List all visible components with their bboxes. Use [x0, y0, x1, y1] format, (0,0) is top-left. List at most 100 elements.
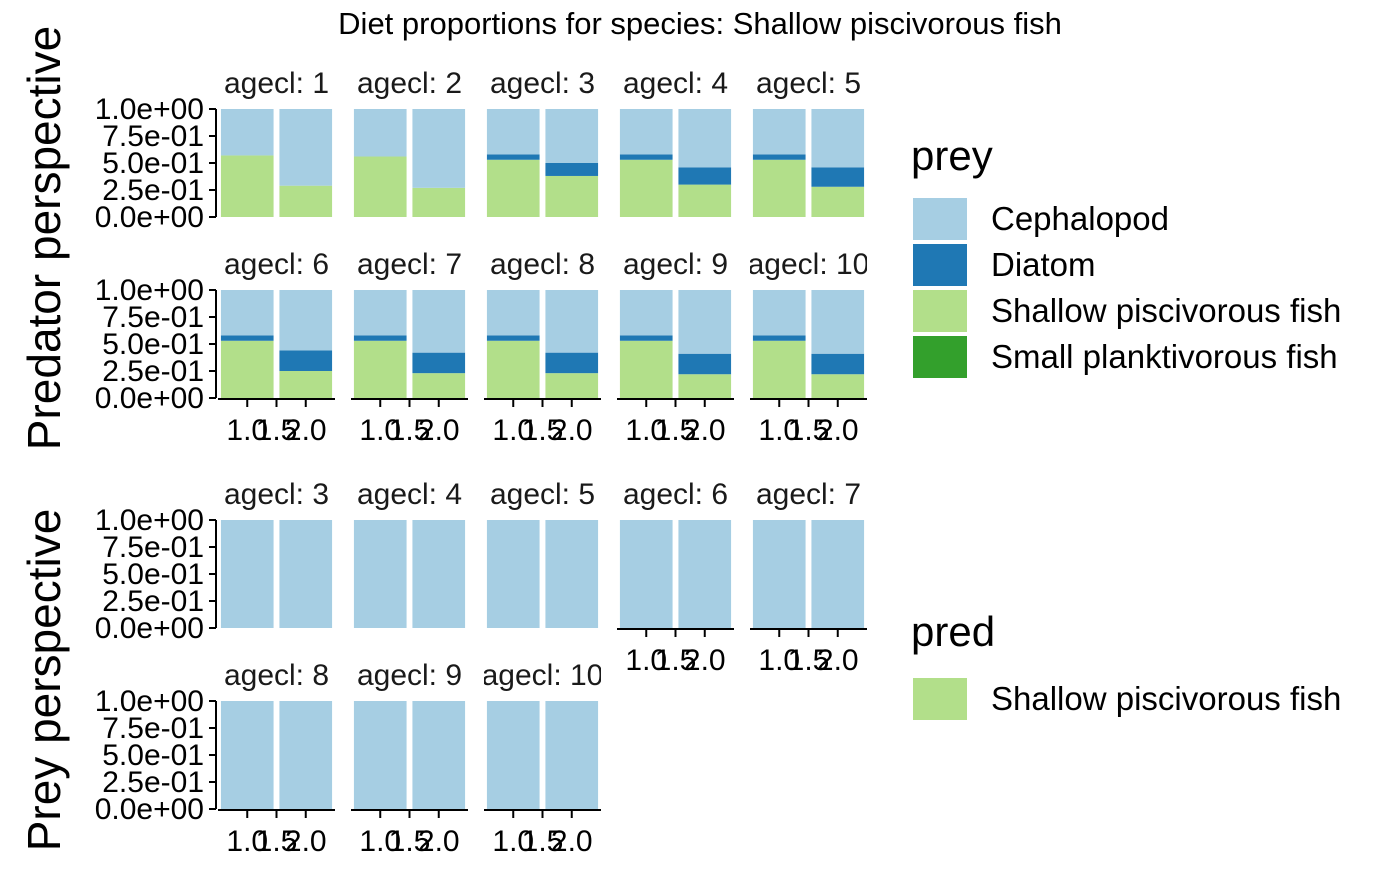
bar-segment	[811, 374, 865, 398]
x-tick-label: 2.0	[285, 414, 327, 447]
x-tick-label: 2.0	[551, 414, 593, 447]
facet-strip-label: agecl: 5	[490, 478, 595, 511]
legend-label: Diatom	[991, 246, 1096, 283]
facet-panel: agecl: 10 1.01.52.0	[482, 659, 604, 858]
x-tick-label: 1.5	[522, 414, 564, 447]
bar-segment	[752, 290, 806, 336]
x-tick-label: 1.0	[758, 414, 800, 447]
x-tick-label: 2.0	[418, 825, 460, 858]
facet-panel: agecl: 8 1.01.52.0	[218, 659, 335, 858]
bar	[412, 520, 466, 628]
bar-segment	[353, 109, 407, 157]
x-tick-label: 1.5	[522, 825, 564, 858]
legend-label: Shallow piscivorous fish	[991, 292, 1341, 329]
bar-segment	[353, 340, 407, 398]
bar-segment	[678, 353, 732, 375]
x-tick-label: 1.5	[655, 644, 697, 677]
y-axis-title-predator: Predator perspective	[18, 26, 70, 450]
y-tick-label: 1.0e+00	[95, 504, 204, 537]
y-tick-label: 0.0e+00	[95, 793, 204, 826]
bar-segment	[220, 335, 274, 341]
bar-segment	[412, 290, 466, 353]
bar-segment	[619, 335, 673, 341]
bar-segment	[752, 109, 806, 155]
facet-panel: agecl: 10 1.01.52.0	[748, 248, 870, 447]
bar-segment	[220, 340, 274, 398]
x-tick-label: 1.5	[256, 825, 298, 858]
x-tick-label: 2.0	[285, 825, 327, 858]
facet-strip-label: agecl: 10	[748, 248, 870, 281]
bar	[486, 520, 540, 628]
facet-panel: agecl: 9 1.01.52.0	[617, 248, 734, 447]
x-tick-label: 2.0	[817, 414, 859, 447]
y-tick-label: 2.5e-01	[102, 355, 204, 388]
facet-strip-label: agecl: 9	[357, 659, 462, 692]
bar	[353, 520, 407, 628]
bar-segment	[678, 290, 732, 354]
bar-segment	[619, 290, 673, 336]
x-tick-label: 1.0	[492, 414, 534, 447]
bar-segment	[486, 290, 540, 336]
facet-panel: agecl: 7 1.01.52.0	[750, 478, 867, 677]
facet-strip-label: agecl: 6	[224, 248, 329, 281]
y-tick-label: 0.0e+00	[95, 382, 204, 415]
y-tick-label: 7.5e-01	[102, 531, 204, 564]
bar-segment	[279, 185, 333, 217]
bar-segment	[619, 109, 673, 155]
bar-segment	[619, 340, 673, 398]
x-tick-label: 2.0	[684, 414, 726, 447]
y-tick-label: 7.5e-01	[102, 120, 204, 153]
facet-panel: agecl: 8 1.01.52.0	[484, 248, 601, 447]
bar-segment	[279, 371, 333, 398]
bar-segment	[486, 159, 540, 217]
y-tick-label: 1.0e+00	[95, 93, 204, 126]
bar	[545, 701, 599, 809]
facet-panel: agecl: 1	[220, 67, 333, 217]
y-axis: 0.0e+002.5e-015.0e-017.5e-011.0e+00	[95, 504, 217, 645]
bar-segment	[752, 335, 806, 341]
bar-segment	[678, 109, 732, 168]
x-tick-label: 1.5	[389, 825, 431, 858]
facet-strip-label: agecl: 5	[756, 67, 861, 100]
y-tick-label: 5.0e-01	[102, 147, 204, 180]
facet-strip-label: agecl: 7	[756, 478, 861, 511]
facet-strip-label: agecl: 10	[482, 659, 604, 692]
facet-strip-label: agecl: 3	[224, 478, 329, 511]
bar-segment	[486, 335, 540, 341]
bar-segment	[811, 290, 865, 354]
facet-strip-label: agecl: 7	[357, 248, 462, 281]
legend-title: prey	[911, 132, 993, 179]
x-tick-label: 2.0	[817, 644, 859, 677]
legend-label: Shallow piscivorous fish	[991, 680, 1341, 717]
x-tick-label: 1.0	[625, 644, 667, 677]
legend-key	[913, 336, 967, 378]
bar-segment	[353, 335, 407, 341]
facet-strip-label: agecl: 4	[357, 478, 462, 511]
y-axis: 0.0e+002.5e-015.0e-017.5e-011.0e+00	[95, 93, 217, 234]
facet-strip-label: agecl: 1	[224, 67, 329, 100]
y-tick-label: 2.5e-01	[102, 174, 204, 207]
facet-panel: agecl: 5	[752, 67, 865, 217]
x-tick-label: 1.0	[226, 825, 268, 858]
bar-segment	[811, 353, 865, 375]
y-tick-label: 0.0e+00	[95, 201, 204, 234]
x-tick-label: 1.5	[389, 414, 431, 447]
bar-segment	[545, 373, 599, 398]
bar-segment	[220, 290, 274, 336]
bar-segment	[220, 155, 274, 217]
y-tick-label: 1.0e+00	[95, 274, 204, 307]
x-tick-label: 2.0	[418, 414, 460, 447]
x-tick-label: 1.0	[758, 644, 800, 677]
y-tick-label: 2.5e-01	[102, 766, 204, 799]
bar	[279, 701, 333, 809]
bar	[619, 520, 673, 628]
bar-segment	[811, 109, 865, 168]
y-axis-title-prey: Prey perspective	[18, 509, 70, 852]
y-tick-label: 5.0e-01	[102, 328, 204, 361]
facet-panel: agecl: 6 1.01.52.0	[617, 478, 734, 677]
bar	[220, 701, 274, 809]
facet-strip-label: agecl: 3	[490, 67, 595, 100]
bar-segment	[545, 175, 599, 217]
legend-label: Small planktivorous fish	[991, 338, 1338, 375]
